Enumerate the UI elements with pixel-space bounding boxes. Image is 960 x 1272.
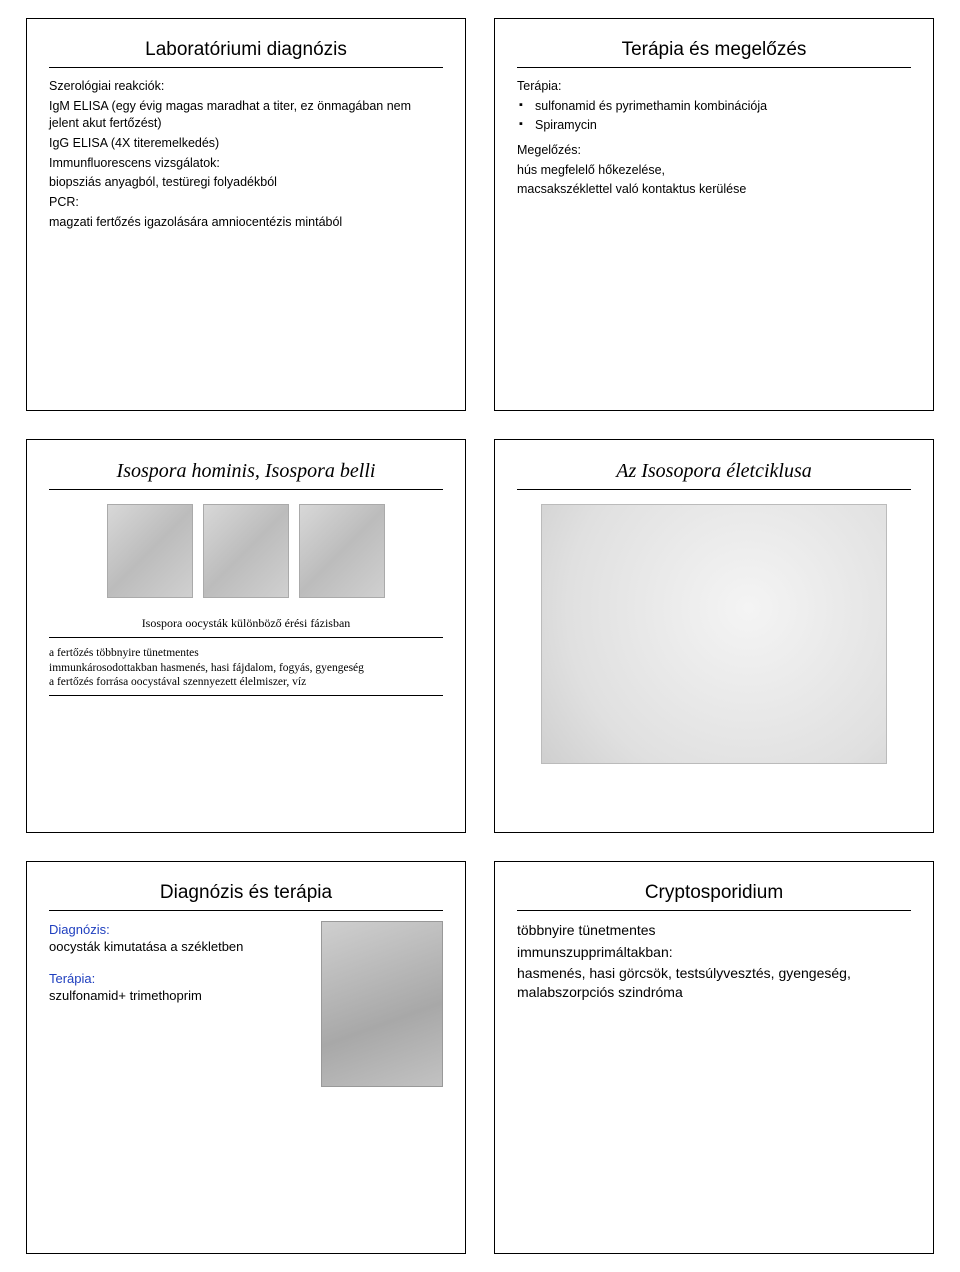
notes: a fertőzés többnyire tünetmentes immunká… (49, 646, 443, 689)
divider (517, 67, 911, 68)
list-item: Spiramycin (517, 117, 911, 134)
panel-isospora: Isospora hominis, Isospora belli Isospor… (26, 439, 466, 832)
line: Immunfluorescens vizsgálatok: (49, 155, 443, 172)
divider (517, 489, 911, 490)
microscopy-image (107, 504, 193, 598)
line: szulfonamid+ trimethoprim (49, 987, 305, 1005)
panel-therapy-prevention: Terápia és megelőzés Terápia: sulfonamid… (494, 18, 934, 411)
panel-lifecycle: Az Isosopora életciklusa (494, 439, 934, 832)
line: biopsziás anyagból, testüregi folyadékbó… (49, 174, 443, 191)
panel-body: Terápia: sulfonamid és pyrimethamin komb… (517, 78, 911, 198)
panel-diagnosis-therapy: Diagnózis és terápia Diagnózis: oocysták… (26, 861, 466, 1254)
diag-label: Diagnózis: (49, 922, 110, 937)
line: IgG ELISA (4X titeremelkedés) (49, 135, 443, 152)
microscopy-image (299, 504, 385, 598)
line: PCR: (49, 194, 443, 211)
panel-title: Isospora hominis, Isospora belli (49, 460, 443, 483)
microscopy-image (321, 921, 443, 1087)
line: Szerológiai reakciók: (49, 78, 443, 95)
ther-label: Terápia: (49, 971, 95, 986)
panel-title: Terápia és megelőzés (517, 39, 911, 61)
line: hús megfelelő hőkezelése, (517, 162, 911, 179)
panel-title: Diagnózis és terápia (49, 882, 443, 904)
list-item: sulfonamid és pyrimethamin kombinációja (517, 98, 911, 115)
diag-text-col: Diagnózis: oocysták kimutatása a széklet… (49, 921, 305, 1005)
image-row (49, 504, 443, 598)
divider (49, 695, 443, 696)
panel-title: Cryptosporidium (517, 882, 911, 904)
slide-handout-grid: Laboratóriumi diagnózis Szerológiai reak… (0, 0, 960, 1272)
line: többnyire tünetmentes (517, 921, 911, 940)
prevention-label: Megelőzés: (517, 142, 911, 159)
divider (49, 637, 443, 638)
diag-layout: Diagnózis: oocysták kimutatása a széklet… (49, 921, 443, 1087)
line: immunszupprimáltakban: (517, 943, 911, 962)
line: a fertőzés forrása oocystával szennyezet… (49, 675, 443, 689)
line: macsakszéklettel való kontaktus kerülése (517, 181, 911, 198)
microscopy-image (203, 504, 289, 598)
panel-title: Laboratóriumi diagnózis (49, 39, 443, 61)
divider (49, 910, 443, 911)
line: IgM ELISA (egy évig magas maradhat a tit… (49, 98, 443, 132)
line: hasmenés, hasi görcsök, testsúlyvesztés,… (517, 964, 911, 1002)
panel-body: Szerológiai reakciók: IgM ELISA (egy évi… (49, 78, 443, 231)
panel-body: többnyire tünetmentes immunszupprimáltak… (517, 921, 911, 1003)
panel-lab-diagnosis: Laboratóriumi diagnózis Szerológiai reak… (26, 18, 466, 411)
divider (517, 910, 911, 911)
line: magzati fertőzés igazolására amniocentéz… (49, 214, 443, 231)
lifecycle-diagram (541, 504, 888, 764)
therapy-list: sulfonamid és pyrimethamin kombinációja … (517, 98, 911, 134)
divider (49, 67, 443, 68)
panel-cryptosporidium: Cryptosporidium többnyire tünetmentes im… (494, 861, 934, 1254)
line: immunkárosodottakban hasmenés, hasi fájd… (49, 661, 443, 675)
divider (49, 489, 443, 490)
panel-title: Az Isosopora életciklusa (517, 460, 911, 483)
line: oocysták kimutatása a székletben (49, 938, 305, 956)
line: a fertőzés többnyire tünetmentes (49, 646, 443, 660)
therapy-label: Terápia: (517, 78, 911, 95)
image-caption: Isospora oocysták különböző érési fázisb… (49, 616, 443, 631)
